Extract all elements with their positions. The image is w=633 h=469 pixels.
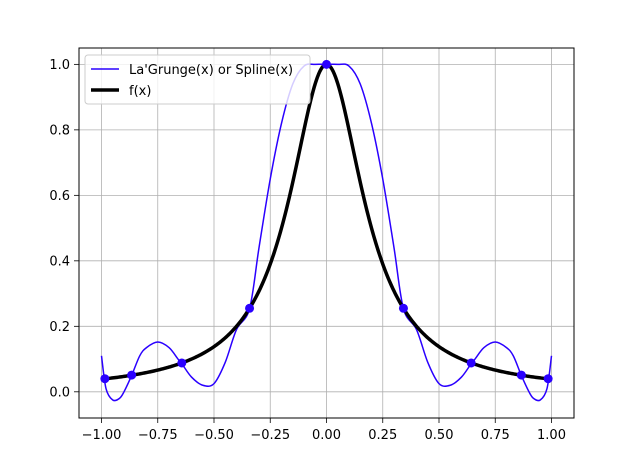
node-point: [322, 59, 331, 69]
legend: La'Grunge(x) or Spline(x) f(x): [84, 54, 311, 105]
x-tick-label: −0.75: [138, 428, 178, 443]
y-axis-ticks: 0.0 0.2 0.4 0.6 0.8 1.0: [49, 58, 79, 400]
node-point: [543, 374, 553, 384]
x-tick-label: 0.00: [312, 428, 341, 443]
y-tick-label: 0.0: [49, 385, 70, 400]
x-axis-ticks: −1.00 −0.75 −0.50 −0.25 0.00 0.25 0.50 0.75 1.00: [82, 418, 566, 443]
y-tick-label: 1.0: [49, 58, 70, 73]
y-tick-label: 0.6: [49, 189, 70, 204]
node-point: [177, 358, 187, 368]
x-tick-label: −1.00: [82, 428, 122, 443]
x-tick-label: −0.25: [250, 428, 290, 443]
x-tick-label: 0.75: [481, 428, 510, 443]
y-tick-label: 0.2: [49, 320, 70, 335]
legend-label-spline: La'Grunge(x) or Spline(x): [129, 63, 293, 78]
node-point: [398, 303, 408, 313]
node-point: [127, 370, 137, 380]
x-tick-label: 0.50: [425, 428, 454, 443]
y-tick-label: 0.4: [49, 254, 70, 269]
interpolation-nodes: [100, 59, 553, 384]
node-point: [245, 303, 255, 313]
y-tick-label: 0.8: [49, 123, 70, 138]
x-tick-label: −0.50: [194, 428, 234, 443]
legend-box: [84, 54, 311, 105]
node-point: [466, 358, 476, 368]
node-point: [516, 370, 526, 380]
legend-label-fx: f(x): [129, 84, 151, 99]
node-point: [100, 374, 110, 384]
x-tick-label: 1.00: [537, 428, 566, 443]
x-tick-label: 0.25: [368, 428, 397, 443]
